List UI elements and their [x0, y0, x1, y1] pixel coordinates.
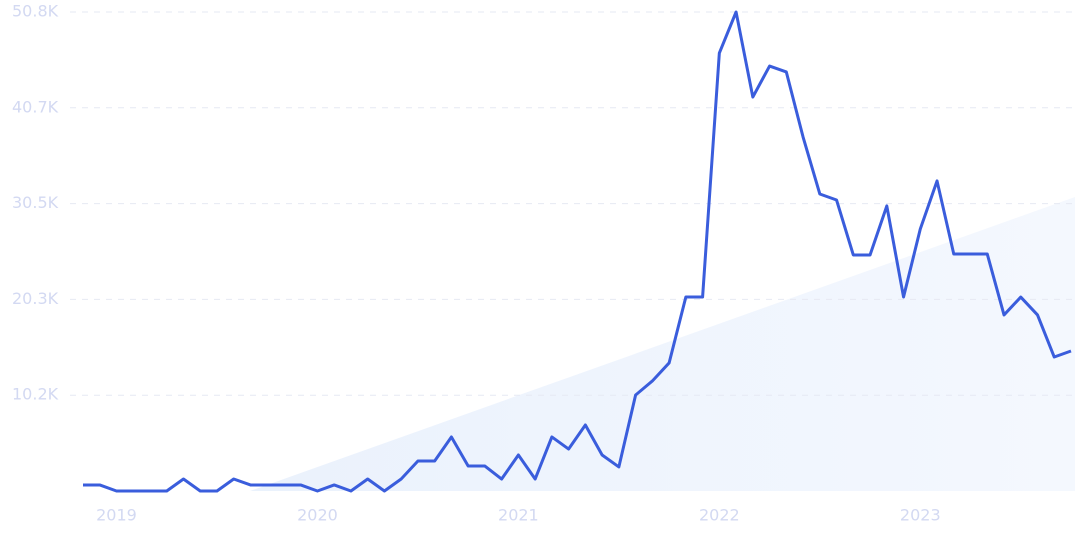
y-tick-label: 50.8K — [12, 2, 59, 21]
line — [83, 10, 1072, 493]
x-tick-label: 2021 — [498, 506, 539, 525]
x-tick-label: 2022 — [699, 506, 740, 525]
x-tick-label: 2019 — [96, 506, 137, 525]
y-tick-label: 30.5K — [12, 193, 59, 212]
x-tick-label: 2020 — [297, 506, 338, 525]
trend-area — [250, 197, 1075, 491]
x-tick-label: 2023 — [900, 506, 941, 525]
y-tick-label: 20.3K — [12, 289, 59, 308]
y-tick-label: 40.7K — [12, 97, 59, 116]
y-tick-label: 10.2K — [12, 385, 59, 404]
